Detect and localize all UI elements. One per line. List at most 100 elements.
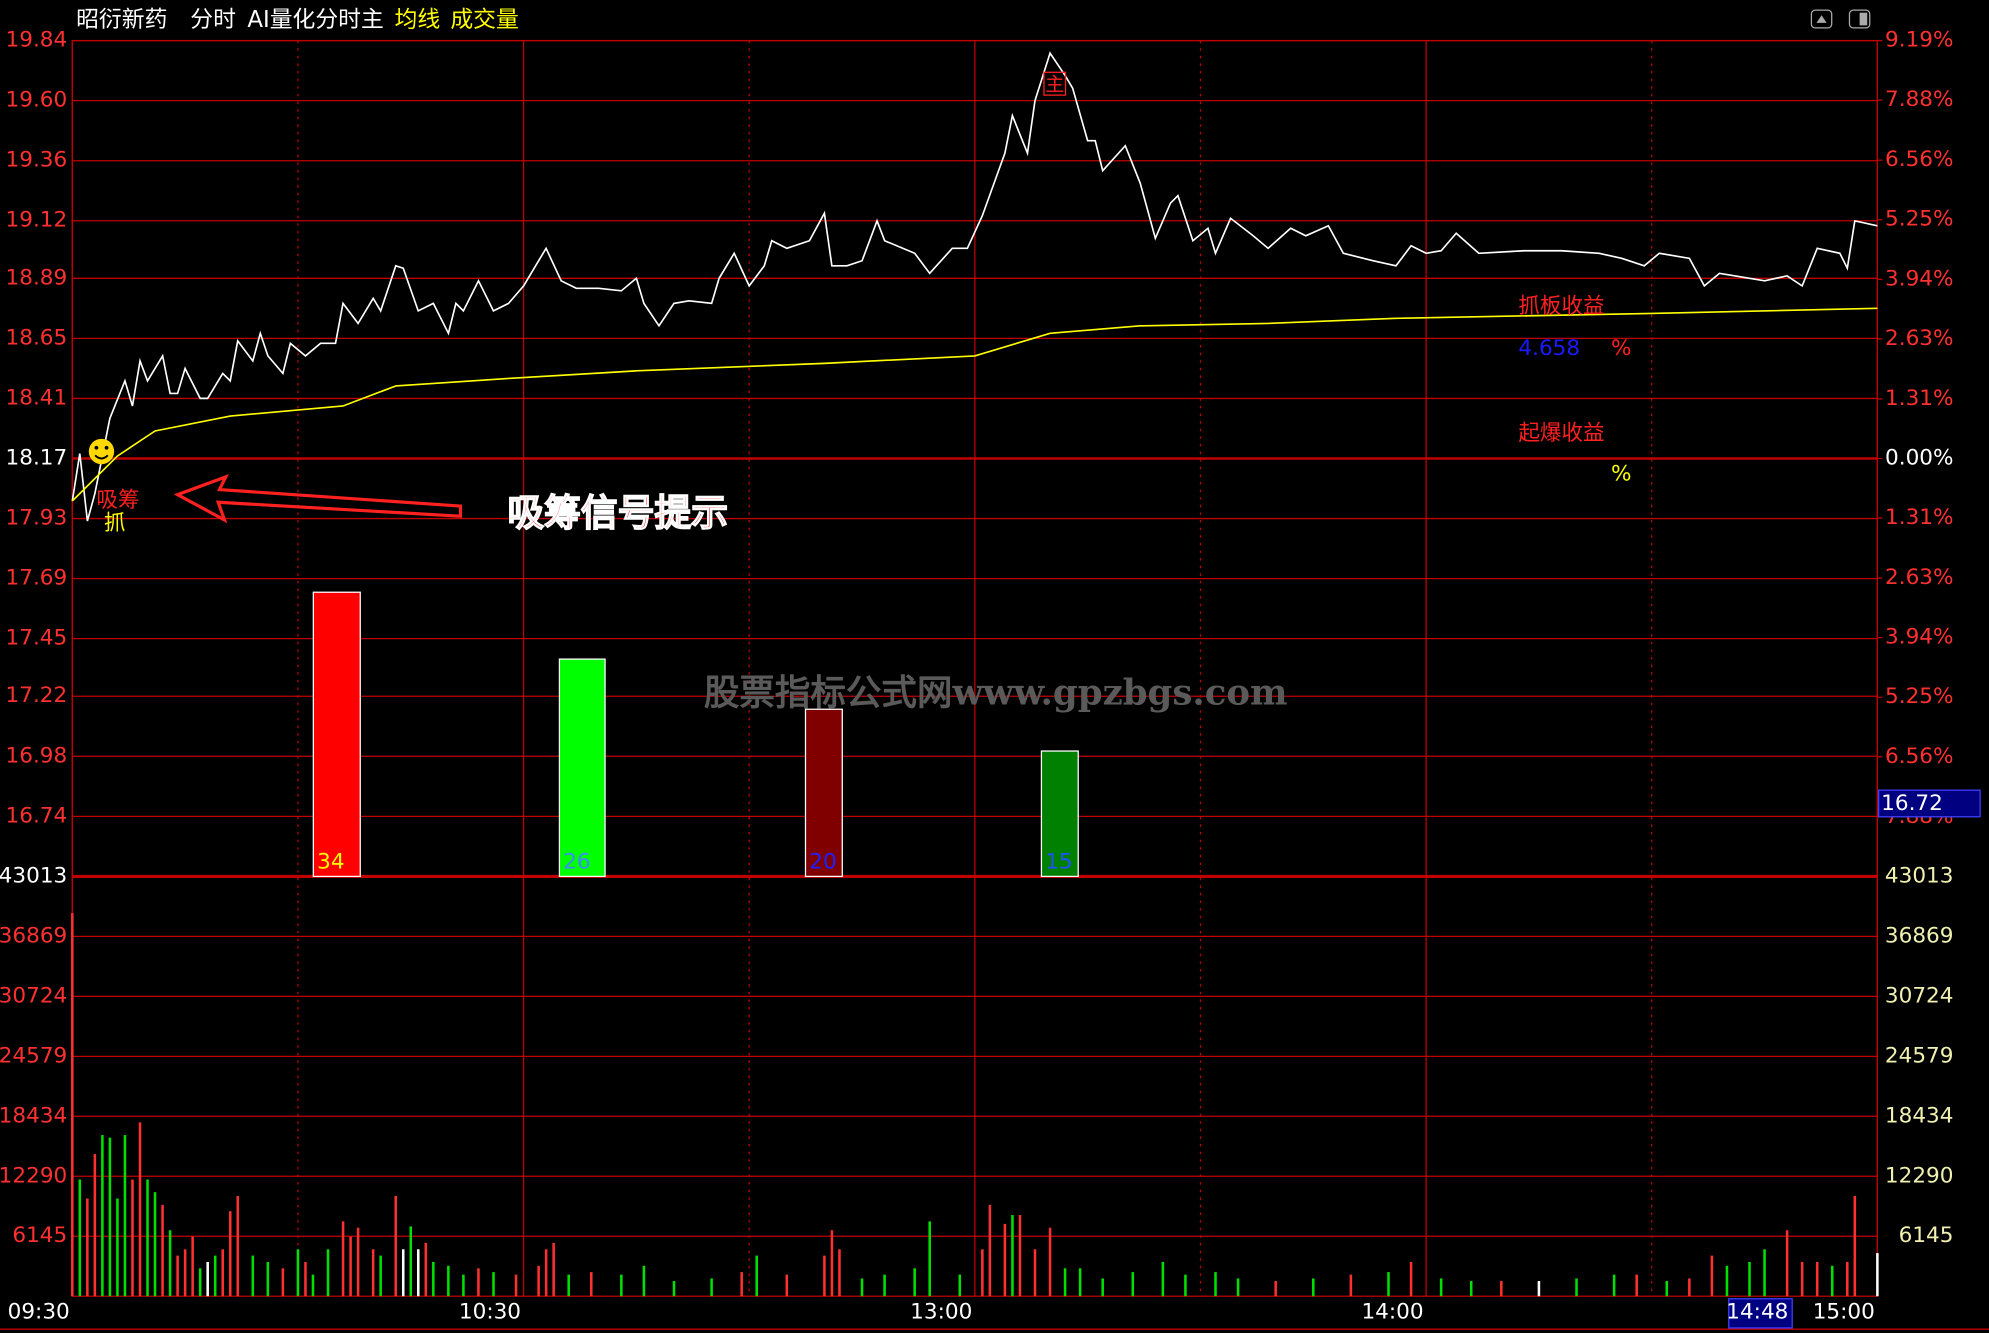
volume-bar [830,1230,834,1297]
annotations: 吸筹信号提示 吸筹 抓 主 抓板收益 4.658 % 起爆收益 % [88,71,1631,536]
volume-bar [1033,1249,1037,1297]
volume-bar [1214,1272,1217,1297]
volume-bar [183,1249,187,1297]
price-line [71,51,1878,522]
volume-bar [1635,1274,1638,1297]
volume-bar [138,1122,142,1297]
y2-tick-label: 9.19% [1885,28,1953,53]
volume-bar [424,1242,428,1297]
volume-bar [1688,1278,1691,1297]
board-gain-value: 4.658 [1518,336,1580,361]
volume-tick-label-right: 24579 [1885,1043,1954,1068]
volume-bar [672,1280,676,1297]
volume-bar [1063,1268,1067,1297]
y2-tick-label: 1.31% [1885,505,1953,530]
volume-bar [409,1226,413,1297]
volume-bar [108,1137,112,1297]
y2-tick-label: 2.63% [1885,565,1953,590]
volume-bar [1101,1278,1104,1297]
volume-bar [168,1230,172,1297]
burst-gain-title: 起爆收益 [1518,421,1604,446]
volume-bar [477,1268,480,1297]
volume-bar [1500,1280,1503,1297]
volume-bar [228,1211,232,1297]
volume-label: 成交量 [450,7,518,33]
y2-tick-label: 6.56% [1885,147,1953,172]
marks: 34 26 20 15 [71,51,1879,1297]
cursor-price-label: 16.72 [1881,791,1943,816]
volume-tick-label-right: 30724 [1885,983,1954,1008]
board-gain-title: 抓板收益 [1518,294,1604,319]
volume-bar [1003,1223,1007,1297]
x-tick-label: 09:30 [8,1300,70,1325]
signal-bar-label: 15 [1045,849,1072,874]
volume-bar [823,1255,826,1297]
volume-bar [1274,1280,1277,1297]
signal-hint: 吸筹信号提示 [507,491,728,534]
volume-bar [296,1249,300,1297]
volume-bar [1876,1253,1879,1297]
y-tick-label: 16.98 [6,743,68,768]
volume-bar [1236,1278,1240,1297]
volume-bar [860,1278,864,1297]
volume-bar [1387,1272,1390,1297]
y-tick-label: 18.89 [6,265,68,290]
volume-bar [1349,1274,1353,1297]
volume-bar [1853,1195,1857,1297]
volume-bar [417,1249,420,1297]
grab-label: 抓 [104,511,126,536]
layout-button[interactable] [1848,9,1871,29]
y2-tick-label: 3.94% [1885,266,1953,291]
x-tick-label: 13:00 [910,1300,972,1325]
x-tick-label: 10:30 [459,1300,521,1325]
volume-tick-label: 6145 [12,1223,67,1248]
volume-bar [1815,1261,1819,1297]
volume-bar [198,1268,202,1297]
y2-tick-label: 6.56% [1885,744,1953,769]
y-tick-label: 17.45 [6,626,68,651]
volume-bar [1830,1265,1834,1297]
volume-bar [349,1236,352,1297]
signal-bar-label: 20 [809,849,836,874]
volume-bar [552,1242,555,1297]
volume-tick-label: 18434 [0,1103,67,1128]
volume-bar [1846,1261,1849,1297]
volume-bar [1748,1261,1751,1297]
volume-bar [642,1265,646,1297]
signal-bar [804,708,843,878]
volume-bar [447,1265,450,1297]
volume-bar [1161,1261,1165,1297]
volume-bar [514,1274,518,1297]
indicator: AI量化分时主 [247,7,384,33]
volume-tick-label-right: 6145 [1899,1223,1954,1248]
volume-tick-label: 12290 [0,1163,67,1188]
volume-bar [1612,1274,1616,1297]
y2-tick-label: 1.31% [1885,386,1953,411]
cursor-time-label: 14:48 [1726,1300,1788,1325]
volume-bar [928,1221,931,1297]
volume-tick-label: 24579 [0,1043,67,1068]
y-tick-label: 16.74 [6,803,68,828]
volume-bar [116,1198,119,1297]
volume-bar [221,1249,224,1297]
stock-name: 昭衍新药 [76,7,167,33]
maximize-button[interactable] [1810,9,1833,29]
volume-bar [281,1268,285,1297]
volume-bar [101,1135,104,1297]
avg-label: 均线 [395,7,441,33]
signal-arrow [173,474,463,524]
board-gain-unit: % [1611,336,1631,361]
volume-bar [1785,1230,1789,1297]
mode: 分时 [190,7,236,33]
volume-bar [1312,1278,1315,1297]
y-tick-label: 18.65 [6,325,68,350]
volume-tick-label-right: 18434 [1885,1103,1954,1128]
volume-bar [988,1204,992,1297]
volume-bar [1048,1227,1052,1297]
volume-bar [785,1274,789,1297]
volume-bar [1800,1261,1804,1297]
volume-bar [1439,1278,1443,1297]
volume-bar [1710,1255,1714,1297]
volume-bar [176,1255,179,1297]
